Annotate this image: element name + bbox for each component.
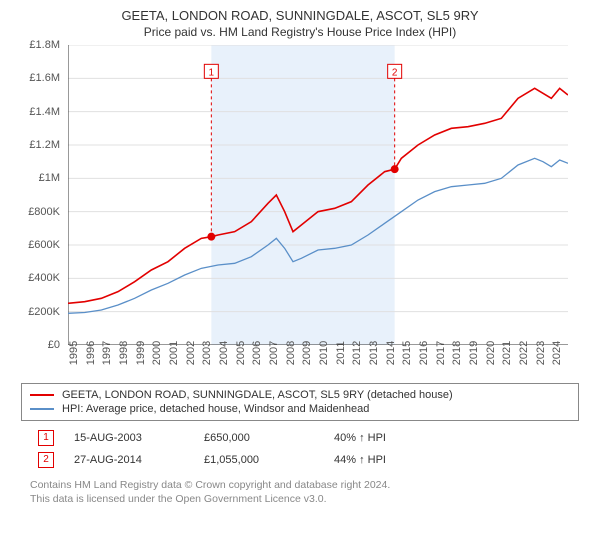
x-tick-label: 2000 [151, 341, 163, 365]
transaction-table: 1 15-AUG-2003 £650,000 40% ↑ HPI 2 27-AUG-201… [30, 427, 570, 471]
legend-label: GEETA, LONDON ROAD, SUNNINGDALE, ASCOT, … [62, 389, 453, 401]
x-tick-label: 2014 [385, 341, 397, 365]
y-tick-label: £1.8M [29, 39, 60, 51]
transaction-date: 27-AUG-2014 [74, 454, 184, 466]
x-tick-label: 2013 [368, 341, 380, 365]
chart-area: 12 £0£200K£400K£600K£800K£1M£1.2M£1.4M£1… [20, 45, 580, 375]
footer-line: This data is licensed under the Open Gov… [30, 493, 570, 507]
x-tick-label: 2011 [335, 341, 347, 365]
chart-title: GEETA, LONDON ROAD, SUNNINGDALE, ASCOT, … [0, 0, 600, 25]
x-tick-label: 2007 [268, 341, 280, 365]
x-tick-label: 2023 [535, 341, 547, 365]
transaction-date: 15-AUG-2003 [74, 432, 184, 444]
y-tick-label: £0 [48, 339, 60, 351]
x-tick-label: 1996 [85, 341, 97, 365]
x-tick-label: 2024 [551, 341, 563, 365]
x-tick-label: 1995 [68, 341, 80, 365]
x-tick-label: 2010 [318, 341, 330, 365]
x-tick-label: 2018 [451, 341, 463, 365]
transaction-price: £1,055,000 [204, 454, 314, 466]
transaction-marker: 2 [38, 452, 54, 468]
footer-line: Contains HM Land Registry data © Crown c… [30, 479, 570, 493]
x-tick-label: 2008 [285, 341, 297, 365]
y-tick-label: £800K [28, 206, 60, 218]
x-tick-label: 2022 [518, 341, 530, 365]
x-tick-label: 2021 [501, 341, 513, 365]
transaction-row: 1 15-AUG-2003 £650,000 40% ↑ HPI [30, 427, 570, 449]
legend-swatch [30, 408, 54, 410]
legend: GEETA, LONDON ROAD, SUNNINGDALE, ASCOT, … [21, 383, 579, 421]
transaction-pct: 44% ↑ HPI [334, 454, 444, 466]
y-tick-label: £1.6M [29, 72, 60, 84]
footer: Contains HM Land Registry data © Crown c… [22, 479, 578, 506]
y-tick-label: £400K [28, 272, 60, 284]
x-tick-label: 2019 [468, 341, 480, 365]
x-tick-label: 2003 [201, 341, 213, 365]
x-tick-label: 2016 [418, 341, 430, 365]
transaction-marker: 1 [38, 430, 54, 446]
y-tick-label: £1M [39, 172, 60, 184]
y-tick-label: £200K [28, 306, 60, 318]
svg-text:1: 1 [209, 67, 215, 78]
x-tick-label: 1998 [118, 341, 130, 365]
x-tick-label: 2012 [351, 341, 363, 365]
x-tick-label: 1997 [101, 341, 113, 365]
x-tick-label: 2005 [235, 341, 247, 365]
x-tick-label: 2009 [301, 341, 313, 365]
transaction-price: £650,000 [204, 432, 314, 444]
x-tick-label: 2002 [185, 341, 197, 365]
legend-item: GEETA, LONDON ROAD, SUNNINGDALE, ASCOT, … [30, 388, 570, 402]
x-tick-label: 2001 [168, 341, 180, 365]
chart-subtitle: Price paid vs. HM Land Registry's House … [0, 25, 600, 45]
x-tick-label: 2020 [485, 341, 497, 365]
legend-item: HPI: Average price, detached house, Wind… [30, 402, 570, 416]
y-tick-label: £1.2M [29, 139, 60, 151]
transaction-row: 2 27-AUG-2014 £1,055,000 44% ↑ HPI [30, 449, 570, 471]
x-tick-label: 1999 [135, 341, 147, 365]
legend-swatch [30, 394, 54, 396]
x-tick-label: 2006 [251, 341, 263, 365]
x-tick-label: 2017 [435, 341, 447, 365]
x-tick-label: 2015 [401, 341, 413, 365]
legend-label: HPI: Average price, detached house, Wind… [62, 403, 369, 415]
y-tick-label: £1.4M [29, 106, 60, 118]
y-tick-label: £600K [28, 239, 60, 251]
line-chart: 12 [68, 45, 568, 345]
x-tick-label: 2004 [218, 341, 230, 365]
transaction-pct: 40% ↑ HPI [334, 432, 444, 444]
svg-text:2: 2 [392, 67, 398, 78]
